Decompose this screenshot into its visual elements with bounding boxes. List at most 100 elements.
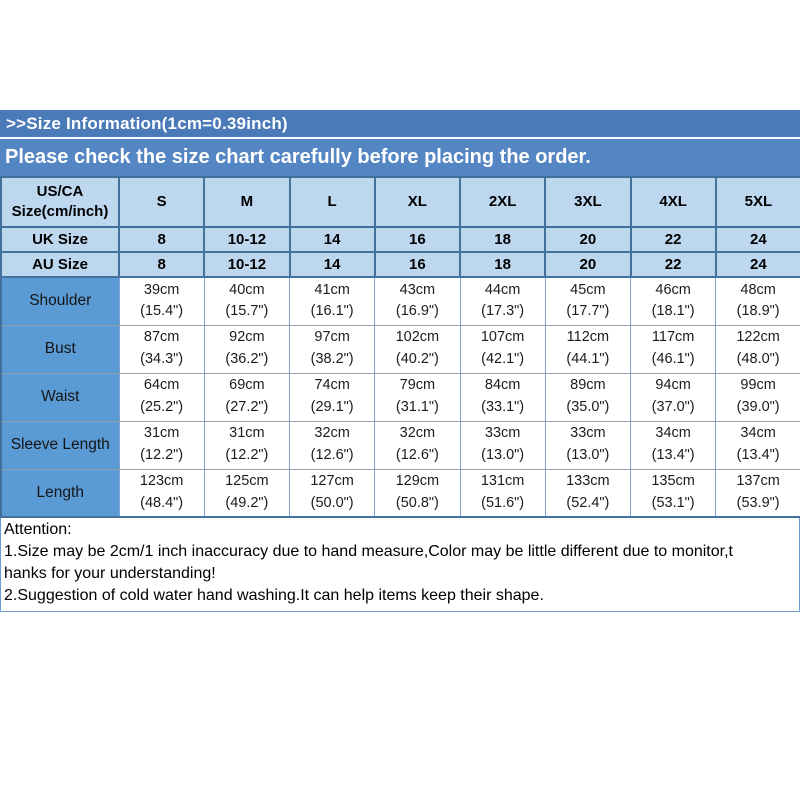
uk-size-value: 16 [373,226,462,253]
value-inch: (39.0") [736,399,780,415]
attention-note-line: hanks for your understanding! [4,565,216,582]
value-inch: (51.6") [481,494,525,511]
au-size-label: AU Size [0,251,120,278]
value-cm: 137cm [736,473,780,489]
header-size-4xl: 4XL [629,176,717,228]
value-inch: (49.2") [225,494,269,511]
value-inch: (34.3") [140,351,184,367]
value-inch: (42.1") [481,351,525,367]
au-size-value: 10-12 [203,251,291,278]
value-inch: (37.0") [651,399,695,415]
value-inch: (29.1") [310,399,354,415]
au-size-value: 18 [458,251,547,278]
au-size-value: 20 [544,251,632,278]
value-inch: (13.0") [481,447,525,463]
bust-value: 122cm (48.0") [715,324,800,374]
au-size-value: 8 [117,251,206,278]
uk-size-label: UK Size [0,226,120,253]
table-row-waist: Waist 64cm (25.2") 69cm (27.2") 74cm (29.1"… [0,372,800,422]
value-cm: 123cm [139,473,184,489]
uk-size-value: 8 [117,226,206,253]
waist-value: 94cm (37.0") [629,372,717,422]
value-cm: 64cm [143,377,180,394]
header-size-m: M [203,176,291,228]
value-cm: 69cm [229,377,265,394]
shoulder-value: 41cm (16.1") [288,276,376,326]
attention-title: Attention: [4,521,72,538]
uk-size-value: 22 [629,226,717,253]
value-inch: (52.4") [566,494,610,511]
waist-value: 84cm (33.1") [459,372,546,422]
bust-value: 97cm (38.2") [288,324,376,374]
value-inch: (17.3") [481,303,525,320]
sleeve-length-value: 32cm (12.6") [374,420,461,470]
table-row-sleeve-length: Sleeve Length 31cm (12.2") 31cm (12.2") 32… [0,420,800,470]
value-inch: (12.6") [310,447,354,463]
value-inch: (38.2") [310,351,354,367]
header-size-xl: XL [373,176,462,228]
value-inch: (33.1") [481,399,525,415]
bust-label: Bust [0,324,120,374]
value-cm: 41cm [314,281,350,298]
value-inch: (53.1") [651,494,695,511]
length-value: 123cm (48.4") [118,468,205,518]
header-size-s: S [117,176,206,228]
value-cm: 125cm [225,473,269,489]
value-cm: 97cm [314,329,350,346]
attention-section: Attention: 1.Size may be 2cm/1 inch inac… [0,518,800,612]
shoulder-value: 40cm (15.7") [203,276,291,326]
value-inch: (44.1") [566,351,610,367]
value-inch: (12.2") [140,447,184,463]
table-row-bust: Bust 87cm (34.3") 92cm (36.2") 97cm (38.2")… [0,324,800,374]
value-cm: 102cm [395,329,440,346]
value-cm: 39cm [143,281,180,298]
length-value: 131cm (51.6") [459,468,546,518]
bust-value: 102cm (40.2") [374,324,461,374]
header-size-3xl: 3XL [544,176,632,228]
value-cm: 34cm [740,425,776,442]
value-inch: (13.0") [566,447,610,463]
value-inch: (46.1") [651,351,695,367]
value-cm: 107cm [480,329,525,346]
header-size-l: L [288,176,376,228]
au-size-value: 16 [373,251,462,278]
waist-value: 79cm (31.1") [374,372,461,422]
length-value: 125cm (49.2") [203,468,291,518]
sleeve-length-value: 31cm (12.2") [203,420,291,470]
shoulder-value: 48cm (18.9") [715,276,800,326]
header-size-2xl: 2XL [458,176,547,228]
value-inch: (13.4") [651,447,695,463]
sleeve-length-value: 32cm (12.6") [288,420,376,470]
uk-size-value: 24 [714,226,800,253]
value-cm: 92cm [229,329,265,346]
shoulder-value: 39cm (15.4") [118,276,205,326]
waist-value: 74cm (29.1") [288,372,376,422]
attention-note-line: 1.Size may be 2cm/1 inch inaccuracy due … [4,543,733,560]
value-inch: (16.9") [395,303,439,320]
value-inch: (18.9") [736,303,780,320]
value-inch: (15.4") [140,303,184,320]
value-cm: 79cm [399,377,436,394]
sleeve-length-value: 33cm (13.0") [544,420,632,470]
uk-size-value: 20 [544,226,632,253]
bust-value: 92cm (36.2") [203,324,291,374]
length-value: 137cm (53.9") [715,468,800,518]
table-row-header: US/CA Size(cm/inch) S M L XL 2XL 3XL 4XL… [0,176,800,228]
au-size-value: 24 [714,251,800,278]
uk-size-value: 18 [458,226,547,253]
value-inch: (25.2") [140,399,184,415]
shoulder-value: 43cm (16.9") [374,276,461,326]
attention-note-line: 2.Suggestion of cold water hand washing.… [4,587,544,604]
length-label: Length [0,468,120,518]
length-value: 129cm (50.8") [374,468,461,518]
size-chart-notice-banner: Please check the size chart carefully be… [0,139,800,176]
value-cm: 43cm [399,281,436,298]
value-cm: 122cm [736,329,780,346]
size-chart-table: US/CA Size(cm/inch) S M L XL 2XL 3XL 4XL… [0,176,800,518]
value-inch: (50.8") [395,494,439,511]
value-cm: 74cm [314,377,350,394]
value-cm: 31cm [229,425,265,442]
waist-label: Waist [0,372,120,422]
shoulder-label: Shoulder [0,276,120,326]
